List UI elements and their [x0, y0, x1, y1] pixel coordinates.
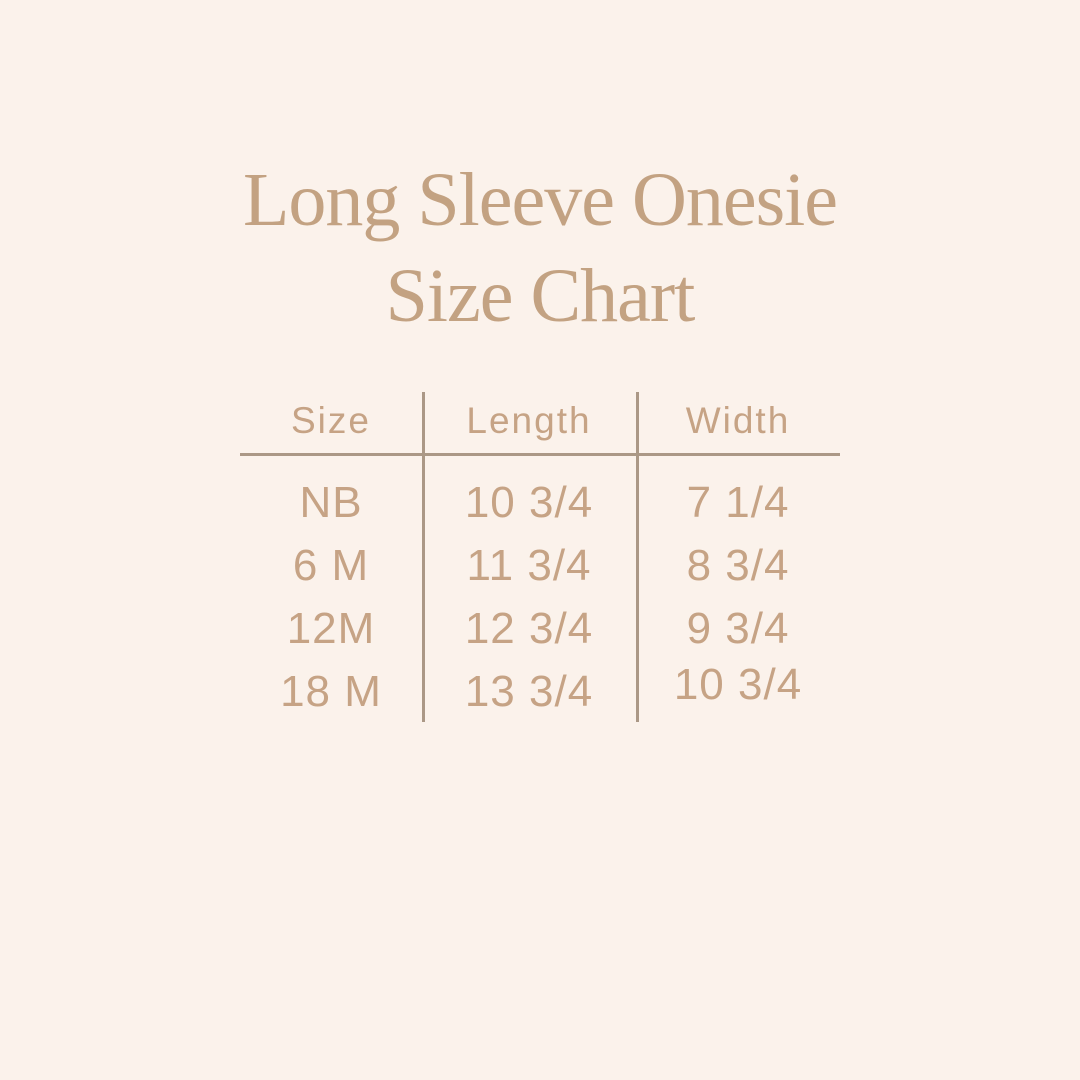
size-cell: 12M [286, 603, 376, 653]
table-row: NB 10 3/4 7 1/4 [240, 471, 840, 534]
size-chart-table: Size Length Width NB 10 3/4 7 1/4 6 M 11… [240, 392, 840, 722]
table-row: 12M 12 3/4 9 3/4 [240, 597, 840, 660]
table-body: NB 10 3/4 7 1/4 6 M 11 3/4 8 3/4 12M 12 … [240, 456, 840, 723]
table-header-divider [240, 453, 840, 456]
table-column-divider-2 [636, 392, 639, 722]
column-header-width: Width [685, 400, 791, 441]
width-cell: 7 1/4 [686, 477, 790, 527]
title-line-1: Long Sleeve Onesie [242, 158, 838, 242]
size-cell: 6 M [292, 540, 370, 590]
table-row: 18 M 13 3/4 10 3/4 [240, 660, 840, 723]
column-header-length: Length [466, 400, 592, 441]
width-cell: 9 3/4 [686, 603, 790, 653]
length-cell: 12 3/4 [464, 603, 594, 653]
page-title: Long Sleeve Onesie Size Chart [0, 152, 1080, 344]
table-row: 6 M 11 3/4 8 3/4 [240, 534, 840, 597]
width-cell: 10 3/4 [673, 659, 803, 709]
length-cell: 13 3/4 [464, 666, 594, 716]
length-cell: 11 3/4 [466, 540, 592, 590]
title-line-2: Size Chart [385, 254, 696, 338]
table-header-row: Size Length Width [240, 392, 840, 450]
size-cell: 18 M [280, 666, 382, 716]
table-column-divider-1 [422, 392, 425, 722]
length-cell: 10 3/4 [464, 477, 594, 527]
column-header-size: Size [291, 400, 371, 441]
width-cell: 8 3/4 [686, 540, 790, 590]
size-cell: NB [299, 477, 363, 527]
